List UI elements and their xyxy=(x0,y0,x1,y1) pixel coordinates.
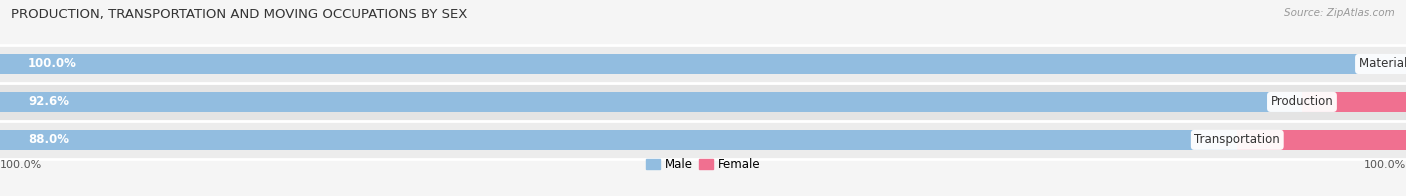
Text: Material Moving: Material Moving xyxy=(1358,57,1406,71)
Text: PRODUCTION, TRANSPORTATION AND MOVING OCCUPATIONS BY SEX: PRODUCTION, TRANSPORTATION AND MOVING OC… xyxy=(11,8,468,21)
Text: 100.0%: 100.0% xyxy=(28,57,77,71)
Text: 92.6%: 92.6% xyxy=(28,95,69,108)
Text: 88.0%: 88.0% xyxy=(28,133,69,146)
Bar xyxy=(0,83,1406,121)
Legend: Male, Female: Male, Female xyxy=(641,153,765,176)
Text: 100.0%: 100.0% xyxy=(1364,160,1406,170)
Text: Transportation: Transportation xyxy=(1195,133,1279,146)
Bar xyxy=(0,92,1302,112)
Bar xyxy=(1237,130,1406,150)
Text: Production: Production xyxy=(1271,95,1333,108)
Bar xyxy=(0,121,1406,159)
Bar xyxy=(0,130,1237,150)
Bar xyxy=(0,54,1406,74)
Bar xyxy=(1302,92,1406,112)
Text: 100.0%: 100.0% xyxy=(0,160,42,170)
Text: Source: ZipAtlas.com: Source: ZipAtlas.com xyxy=(1284,8,1395,18)
Bar xyxy=(0,45,1406,83)
